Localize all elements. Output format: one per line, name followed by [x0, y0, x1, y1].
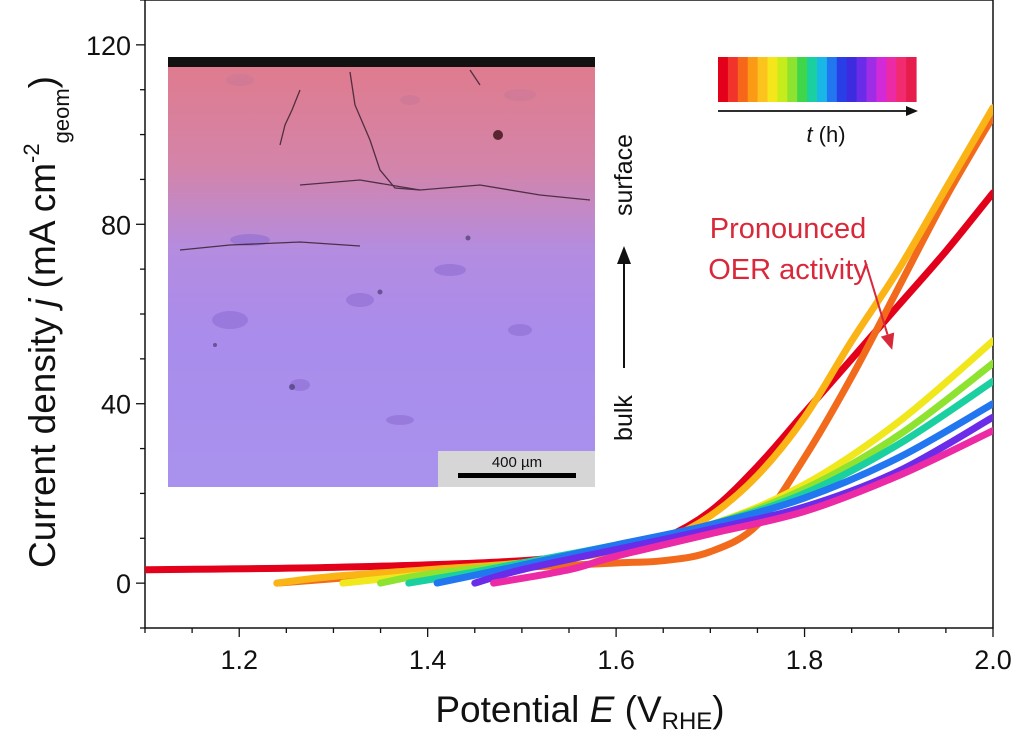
y-axis-label: Current density j (mA cm-2geom) — [19, 76, 74, 568]
x-tick-label: 1.4 — [409, 645, 447, 675]
x-ticks: 1.2 1.4 1.6 1.8 2.0 — [144, 628, 1012, 675]
y-tick-label: 120 — [86, 31, 131, 61]
annotation-arrowhead — [880, 332, 895, 350]
annotation-line-2: OER activity — [708, 254, 868, 286]
bulk-label: bulk — [610, 395, 638, 441]
colorbar-label: t (h) — [806, 122, 845, 147]
x-axis-label: Potential E (VRHE) — [435, 689, 724, 735]
colorbar-cell — [807, 57, 818, 102]
inset-micrograph: 400 µm — [168, 57, 595, 487]
colorbar-cell — [826, 57, 838, 102]
y-tick-label: 0 — [116, 569, 131, 599]
colorbar-cell — [856, 57, 868, 102]
colorbar-cell — [886, 57, 897, 102]
x-tick-label: 2.0 — [974, 645, 1012, 675]
x-tick-label: 1.8 — [786, 645, 824, 675]
colorbar-cell — [747, 57, 759, 102]
y-tick-label: 80 — [101, 210, 131, 240]
colorbar-cell — [896, 57, 907, 102]
x-tick-label: 1.6 — [597, 645, 635, 675]
colorbar-cell — [797, 57, 808, 102]
annotation-arrow — [863, 259, 889, 335]
colorbar-cell — [836, 57, 848, 102]
y-tick-label: 40 — [101, 390, 131, 420]
colorbar-cell — [727, 57, 739, 102]
colorbar-cell — [787, 57, 798, 102]
series-line — [433, 400, 993, 587]
data-series — [145, 104, 993, 587]
annotation-line-1: Pronounced — [710, 213, 866, 245]
colorbar-cell — [906, 57, 917, 102]
surface-label: surface — [610, 134, 638, 216]
colorbar-cell — [777, 57, 788, 102]
colorbar-cell — [817, 57, 828, 102]
colorbar-cell — [737, 57, 749, 102]
colorbar-cell — [846, 57, 858, 102]
colorbar-cell — [718, 57, 729, 102]
series-line — [490, 427, 993, 587]
colorbar-cell — [876, 57, 887, 102]
colorbar-cell — [767, 57, 778, 102]
oer-annotation: Pronounced OER activity — [708, 213, 895, 350]
series-line — [471, 413, 993, 587]
series-line — [273, 104, 993, 587]
series-line — [145, 189, 993, 574]
y-ticks: 0 40 80 120 — [86, 0, 145, 629]
time-colorbar: t (h) — [718, 57, 918, 147]
colorbar-cell — [866, 57, 877, 102]
scale-bar-label: 400 µm — [492, 454, 542, 471]
x-tick-label: 1.2 — [220, 645, 258, 675]
colorbar-cell — [757, 57, 769, 102]
bulk-surface-arrow: bulk surface — [610, 134, 638, 441]
